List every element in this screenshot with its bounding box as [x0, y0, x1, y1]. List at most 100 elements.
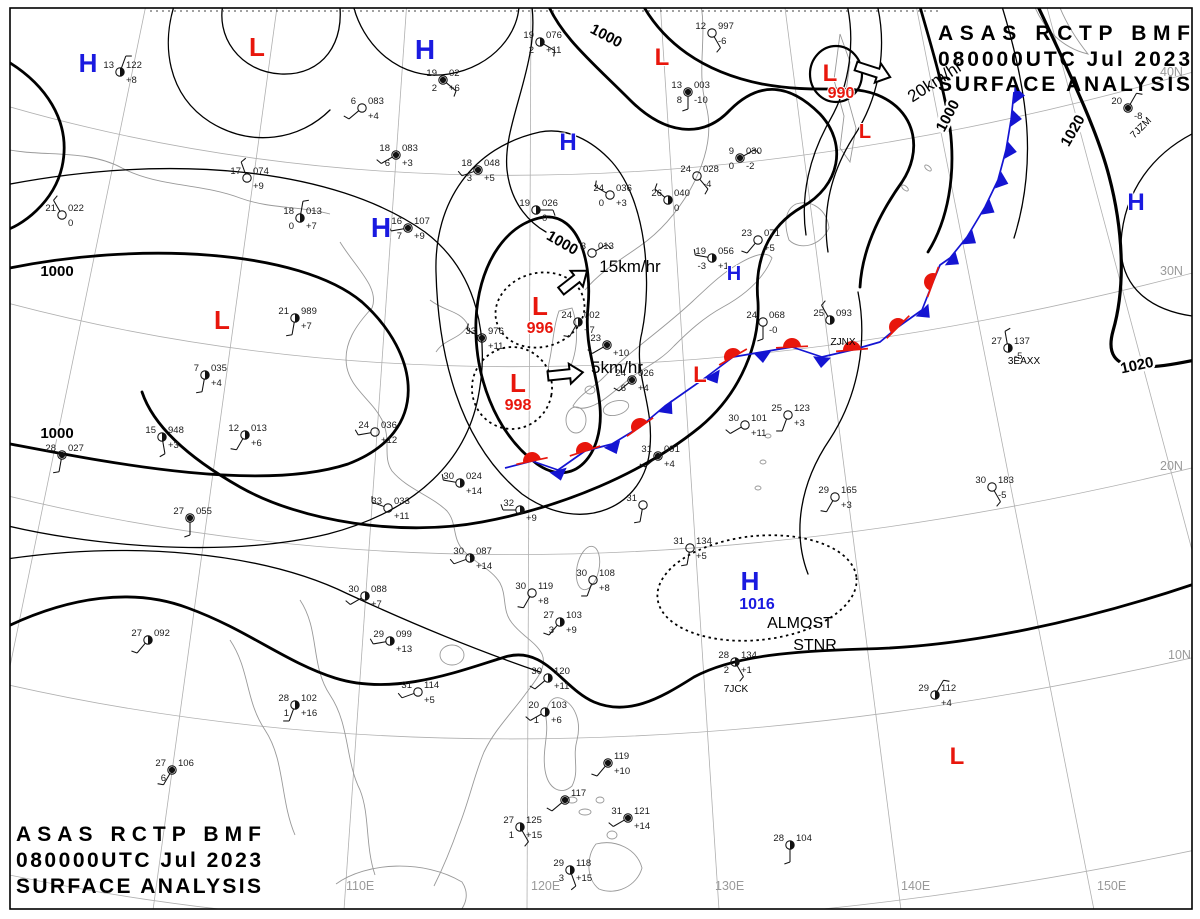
station-plot: 23 071 +5	[741, 228, 780, 254]
station-symbol-fill	[604, 759, 612, 767]
wind-barb	[163, 773, 171, 785]
station-extra: -3	[698, 261, 706, 272]
wind-barb-tick	[449, 558, 455, 565]
longitude-label: 110E	[346, 879, 374, 893]
coastline	[10, 149, 331, 215]
station-symbol-fill	[392, 151, 400, 159]
cold-front-pip	[994, 171, 1009, 189]
annotation-text: STNR	[793, 637, 837, 654]
station-pressure: 108	[599, 568, 615, 579]
station-symbol-half	[120, 67, 125, 77]
wind-barb	[618, 382, 630, 392]
station-temp: 9	[729, 146, 734, 157]
wind-barb	[1129, 93, 1137, 105]
station-temp: 15	[145, 425, 156, 436]
wind-barb	[300, 201, 304, 214]
station-plot: 119+10	[591, 751, 630, 777]
cold-front-pip	[704, 369, 720, 384]
station-plot: 24 068 -0	[746, 310, 785, 342]
station-symbol	[830, 492, 840, 502]
wind-barb	[654, 188, 666, 198]
station-pressure: 026	[542, 198, 558, 209]
wind-barb-tick	[613, 387, 620, 392]
station-symbol	[167, 765, 177, 775]
station-plot: 30 087 +14	[449, 546, 492, 572]
station-pressure: 112	[941, 683, 956, 694]
station-plot: 30 101 +11	[725, 413, 767, 439]
cold-front-pip	[1013, 86, 1025, 104]
wind-barb	[530, 713, 542, 721]
latitude-label: 10N	[1168, 648, 1191, 662]
high-center-letter: H	[79, 48, 98, 78]
station-symbol-fill	[168, 766, 176, 774]
wind-barb	[162, 441, 166, 454]
wind-barb-tick	[354, 429, 359, 436]
station-symbol	[543, 673, 553, 683]
station-plot: 20 103 1 +6	[525, 700, 567, 726]
isobar	[10, 583, 1192, 709]
coastline	[833, 33, 857, 164]
station-pressure: 104	[796, 833, 812, 844]
wind-barb	[523, 596, 531, 608]
station-symbol-fill	[439, 76, 447, 84]
station-symbol	[740, 420, 750, 430]
movement-speed-label: 15km/hr	[599, 257, 661, 276]
wind-barb-tick	[587, 349, 593, 354]
station-pressure: 088	[371, 584, 387, 595]
station-tendency: -2	[746, 161, 754, 172]
station-symbol-half	[162, 432, 167, 442]
station-plot: 29 112 +4	[918, 679, 956, 709]
wind-barb-tick	[525, 716, 531, 721]
station-tendency: +8	[599, 583, 610, 594]
station-pressure: 119	[538, 581, 553, 592]
station-symbol	[730, 657, 740, 667]
station-symbol-half	[540, 37, 545, 47]
station-tendency: +7	[584, 325, 595, 336]
station-tendency: 0	[68, 218, 73, 229]
station-temp: 30	[515, 581, 526, 592]
station-pressure: 120	[554, 666, 570, 677]
isobar-label: 1020	[1057, 112, 1088, 149]
wind-barb	[730, 426, 742, 434]
wind-barb-tick	[376, 159, 382, 164]
high-center-letter: H	[559, 129, 576, 156]
station-pressure: 036	[616, 183, 632, 194]
station-temp: 7	[194, 363, 199, 374]
movement-arrow	[853, 60, 892, 85]
station-plot: 30 120 +11	[529, 666, 570, 692]
station-plot: 31 134 +5	[673, 536, 712, 567]
high-center-letter: H	[741, 566, 760, 596]
wind-barb	[936, 680, 944, 692]
station-symbol	[605, 190, 615, 200]
wind-barb-tick	[53, 195, 58, 201]
station-plot: 29 099 +13	[369, 629, 412, 655]
station-temp: 27	[155, 758, 166, 769]
title-line1: ASAS RCTP BMF	[938, 22, 1190, 45]
station-plot: 9 030 0 -2	[729, 146, 762, 172]
station-tendency: +5	[424, 695, 435, 706]
station-symbol-half	[570, 865, 575, 875]
wind-barb	[821, 305, 829, 317]
station-extra: 3	[467, 173, 472, 184]
station-plot: 19 056 -3 +1	[693, 246, 734, 272]
title-block-bottom-left: ASAS RCTP BMF 080000UTC Jul 2023 SURFACE…	[16, 823, 261, 898]
station-symbol	[290, 313, 300, 323]
wind-barb	[443, 479, 456, 483]
station-pressure: 123	[794, 403, 810, 414]
station-symbol	[707, 28, 717, 38]
station-temp: 24	[615, 368, 626, 379]
station-plot: 21 022 0	[45, 195, 84, 229]
station-plot: 18 083 6 +3	[376, 143, 418, 169]
low-center-letter: L	[950, 743, 965, 770]
station-temp: 33	[465, 326, 476, 337]
station-symbol	[930, 690, 940, 700]
station-temp: 24	[561, 310, 572, 321]
isobar-label: 1020	[1119, 354, 1155, 378]
station-tendency: +4	[941, 698, 952, 709]
station-temp: 32	[503, 498, 514, 509]
station-temp: 29	[818, 485, 829, 496]
isobar-label: 1000	[587, 21, 624, 52]
station-symbol-fill	[478, 334, 486, 342]
station-temp: 30	[728, 413, 739, 424]
